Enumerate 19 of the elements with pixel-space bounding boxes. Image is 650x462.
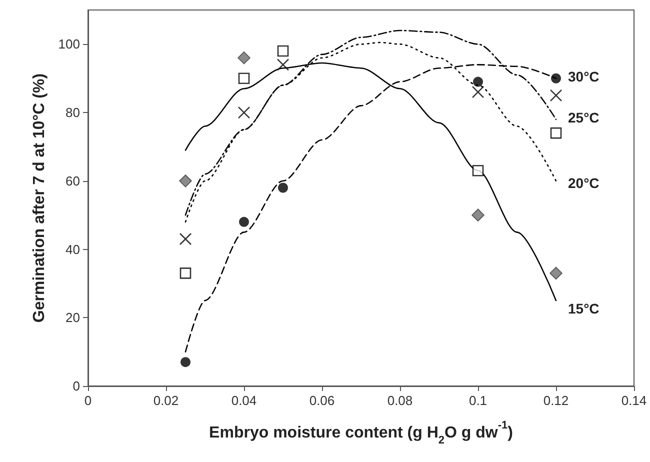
x-tick-label: 0.12 [543, 393, 569, 408]
x-tick-label: 0.1 [468, 393, 488, 408]
series-label: 30°C [568, 68, 600, 84]
x-tick-label: 0.04 [231, 393, 257, 408]
y-tick-label: 100 [58, 36, 80, 52]
x-tick-label: 0 [84, 393, 92, 408]
x-tick-label: 0.02 [153, 393, 179, 408]
y-tick-label: 40 [66, 242, 80, 257]
y-tick-label: 20 [66, 310, 80, 326]
series-label: 15°C [568, 300, 600, 317]
x-tick-label: 0.08 [387, 393, 413, 408]
y-axis-title: Germination after 7 d at 10°C (%) [30, 73, 48, 323]
y-tick-label: 60 [66, 173, 80, 188]
x-tick-label: 0.06 [309, 393, 335, 408]
series-label: 20°C [568, 174, 600, 191]
series-label: 25°C [568, 109, 600, 126]
y-tick-label: 0 [72, 378, 80, 394]
x-tick-label: 0.14 [621, 393, 647, 408]
y-tick-label: 80 [66, 105, 80, 120]
